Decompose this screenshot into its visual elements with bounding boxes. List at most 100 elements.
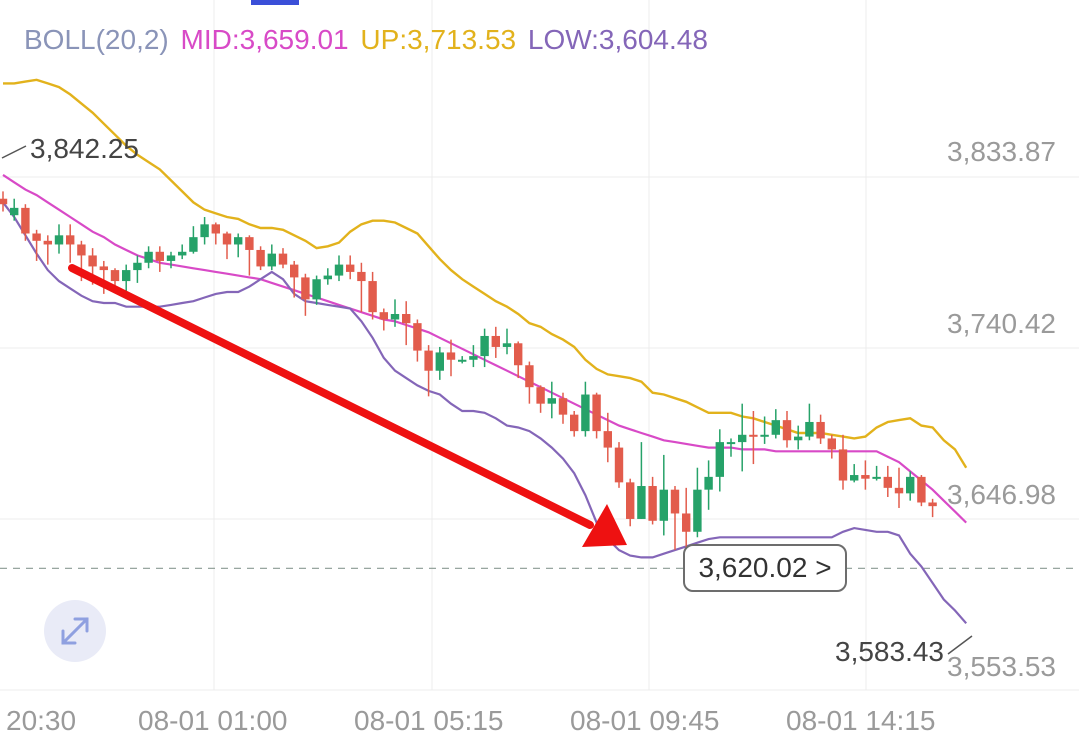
candle-body [312,279,321,300]
candle-body [670,489,680,514]
candle-body [122,270,131,282]
trend-arrow-shaft [68,264,594,529]
candle-body [917,476,926,503]
candle-body [402,314,411,324]
low-annotation: 3,583.43 [835,636,944,667]
candle-body [234,237,243,245]
candle-body [760,434,769,437]
candle-body [144,251,153,263]
candle-body [782,420,792,441]
candle-body [88,255,97,267]
candle-body [469,356,478,360]
candle-body [928,502,937,507]
current-price-tag[interactable]: 3,620.02 > [683,544,847,592]
candle-body [357,271,366,282]
legend-low-value: LOW:3,604.48 [527,24,708,55]
candle-body [323,275,332,280]
candle-body [536,387,545,404]
candle-body [726,442,736,445]
y-tick-label: 3,553.53 [947,651,1056,682]
candle-body [626,482,635,519]
candle-body [547,398,556,404]
trend-arrow [68,264,627,547]
candle-body [838,449,848,481]
candle-body [390,314,400,320]
candle-body [290,264,299,278]
x-tick-label: 08-01 09:45 [570,705,719,736]
candle-body [592,394,601,432]
trend-arrow-head [582,504,627,547]
candle-body [906,476,915,494]
candle-body [514,343,523,366]
y-tick-label: 3,833.87 [947,136,1056,167]
candle-body [648,486,657,521]
candle-body [491,335,500,347]
candle-body [21,207,30,234]
expand-icon [61,617,89,645]
candle-body [614,447,624,483]
legend-mid-value: MID:3,659.01 [180,24,349,55]
y-tick-label: 3,646.98 [947,479,1056,510]
candle-body [693,489,702,532]
candle-body [603,431,612,448]
candle-body [738,434,747,443]
candle-body [771,420,780,435]
candle-body [32,233,41,241]
candle-body [66,235,75,245]
candle-body [682,513,691,532]
high-pointer-line [1,145,27,159]
candle-body [883,476,892,488]
candle-body [805,421,814,437]
candle-body [77,244,86,256]
candle-body [816,421,825,439]
candle-body [894,487,904,494]
candle-body [502,343,512,347]
candle-body [637,486,646,519]
candle-body [155,251,164,261]
candle-body [794,436,803,441]
candle-body [581,394,590,432]
candle-body [446,352,456,360]
candle-body [525,365,534,388]
legend-indicator-name: BOLL(20,2) [24,24,169,55]
boll-legend: BOLL(20,2) MID:3,659.01 UP:3,713.53 LOW:… [24,24,712,56]
candle-body [715,442,724,477]
candle-body [110,270,120,282]
candle-body [749,434,758,437]
candle-body [211,224,220,234]
legend-up-value: UP:3,713.53 [360,24,517,55]
candle-body [278,253,288,265]
candle-body [334,264,344,276]
x-tick-label: 08-01 14:15 [786,705,935,736]
expand-button[interactable] [44,600,106,662]
candle-body [189,237,198,252]
candle-body [827,438,836,450]
axis-labels: 3,833.87 3,740.42 3,646.98 3,553.53 20:30 08-… [1,133,1056,736]
x-tick-label: 08-01 05:15 [354,705,503,736]
candle-body [54,235,64,245]
candle-body [0,198,8,205]
candle-body [301,277,310,300]
candle-body [570,414,579,432]
candle-body [222,233,232,245]
candle-body [413,323,422,351]
upper-band-line [3,78,968,469]
candle-body [704,476,713,490]
candle-body [256,249,265,267]
candlesticks [0,191,937,578]
y-tick-label: 3,740.42 [947,308,1056,339]
low-pointer-line [947,635,973,655]
candle-body [245,237,254,250]
candle-body [558,398,568,415]
candle-body [872,476,881,479]
x-tick-label: 20:30 [6,705,76,736]
candle-body [99,266,108,271]
candle-body [10,207,19,216]
lower-band-line [2,201,968,625]
candle-body [267,253,276,267]
candle-body [458,359,467,362]
candle-body [480,335,489,357]
candle-body [368,281,377,313]
active-tab-indicator [251,0,299,5]
